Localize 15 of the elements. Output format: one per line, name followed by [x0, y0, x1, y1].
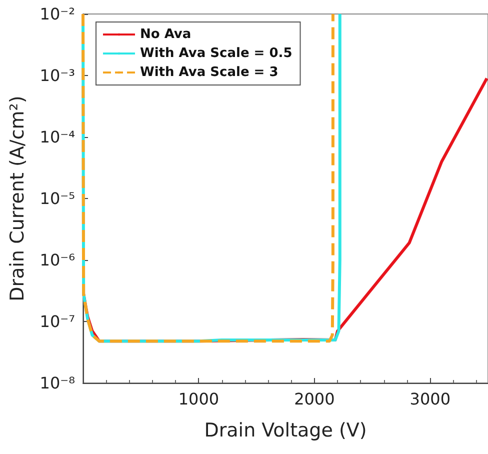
legend-label: With Ava Scale = 0.5	[140, 46, 292, 61]
x-tick-label: 3000	[410, 390, 450, 408]
y-tick-label: 10⁻⁸	[40, 374, 75, 392]
y-tick-label: 10⁻³	[40, 66, 75, 85]
y-tick-label: 10⁻⁵	[40, 189, 75, 208]
x-tick-label: 1000	[178, 390, 220, 408]
x-axis-title: Drain Voltage (V)	[204, 420, 367, 442]
y-tick-label: 10⁻⁴	[40, 128, 75, 146]
legend-label: With Ava Scale = 3	[140, 65, 278, 80]
x-tick-label: 2000	[294, 390, 335, 408]
legend-label: No Ava	[140, 27, 192, 42]
y-tick-label: 10⁻⁶	[40, 250, 75, 270]
y-axis-title: Drain Current (A/cm²)	[6, 96, 28, 302]
y-tick-label: 10⁻²	[40, 4, 75, 24]
y-tick-label: 10⁻⁷	[40, 312, 75, 331]
